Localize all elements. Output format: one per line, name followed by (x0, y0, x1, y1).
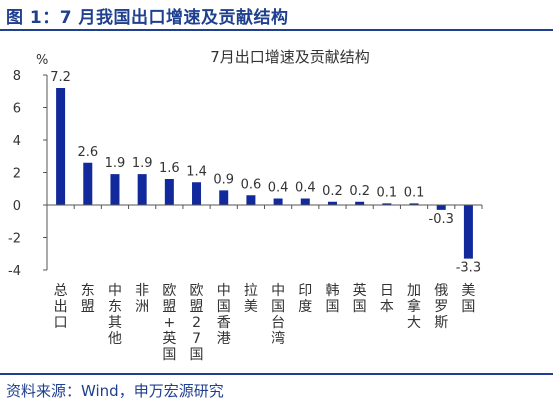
y-tick-label: 0 (13, 199, 21, 214)
category-label: 欧盟+英国 (162, 283, 176, 363)
y-tick-label: 4 (13, 134, 21, 149)
bar (83, 162, 93, 205)
bar (246, 195, 256, 205)
bar (219, 190, 229, 205)
category-label: 非洲 (135, 283, 149, 315)
bars (56, 88, 473, 259)
category-label: 拉美 (244, 283, 258, 315)
bar (300, 198, 310, 205)
value-label: -0.3 (429, 212, 454, 227)
y-tick-label: -4 (8, 264, 21, 279)
value-label: 1.6 (159, 161, 180, 176)
value-label: 0.1 (404, 185, 425, 200)
y-axis: -4 -2 0 2 4 6 8 (8, 69, 48, 279)
value-label: 0.2 (322, 184, 343, 199)
category-label: 日本 (380, 283, 394, 315)
category-label: 中国香港 (217, 283, 231, 347)
y-tick-label: 6 (13, 102, 21, 117)
category-label: 英国 (353, 282, 367, 315)
value-label: 0.9 (213, 172, 234, 187)
category-label: 加拿大 (407, 283, 421, 331)
y-axis-unit: % (36, 53, 48, 68)
value-label: 1.4 (186, 164, 207, 179)
bar (436, 205, 446, 210)
source-rule (0, 373, 553, 375)
value-label: 0.2 (349, 184, 370, 199)
value-label: 0.4 (268, 181, 289, 196)
bar-chart: 7月出口增速及贡献结构 % -4 -2 0 2 4 6 8 7.2 2.6 1.9 1.9 1.6 1… (8, 48, 483, 363)
value-label: 0.4 (295, 181, 316, 196)
value-label: 7.2 (50, 70, 71, 85)
bar (463, 205, 473, 259)
x-axis (46, 204, 483, 209)
bar (355, 201, 365, 205)
bar (56, 88, 66, 205)
value-label: 1.9 (132, 156, 153, 171)
bar (382, 203, 392, 205)
chart-title: 7月出口增速及贡献结构 (210, 48, 370, 66)
bar (192, 182, 202, 205)
y-tick-label: 2 (13, 167, 21, 182)
category-label: 中东其他 (108, 283, 122, 347)
source-note: 资料来源：Wind，申万宏源研究 (6, 382, 224, 400)
value-label: 0.6 (241, 177, 262, 192)
title-rule (0, 29, 553, 31)
category-label: 韩国 (325, 283, 339, 315)
value-label: 1.9 (105, 156, 126, 171)
category-label: 总出口 (54, 283, 68, 331)
bar (273, 198, 283, 205)
bar (409, 203, 419, 205)
bar (327, 201, 337, 205)
figure-title: 图 1：7 月我国出口增速及贡献结构 (6, 8, 289, 28)
category-label: 俄罗斯 (434, 283, 448, 331)
y-tick-label: -2 (8, 232, 21, 247)
bar (164, 179, 174, 205)
category-label: 欧盟 2 7 国 (190, 283, 204, 363)
bar (137, 174, 147, 205)
value-label: -3.3 (456, 261, 481, 276)
y-tick-label: 8 (13, 69, 21, 84)
category-label: 中国台湾 (271, 283, 285, 347)
category-label: 美国 (461, 283, 475, 315)
category-label: 印度 (298, 283, 312, 315)
value-labels: 7.2 2.6 1.9 1.9 1.6 1.4 0.9 0.6 0.4 0.4 0.2 0.2 0.1 0… (50, 70, 481, 276)
category-label: 东盟 (81, 283, 95, 315)
value-label: 0.1 (377, 185, 398, 200)
bar (110, 174, 120, 205)
value-label: 2.6 (77, 145, 98, 160)
